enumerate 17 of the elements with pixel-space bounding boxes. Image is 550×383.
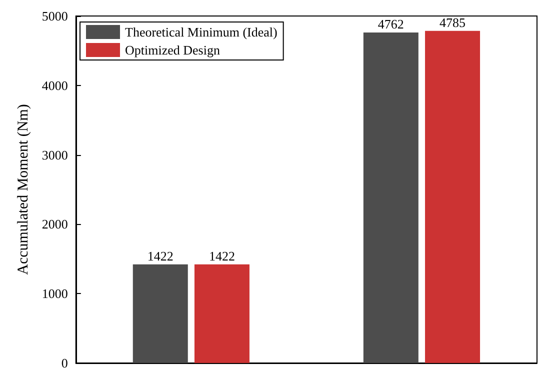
bar <box>132 264 188 363</box>
bar <box>194 264 250 363</box>
data-label: 1422 <box>208 248 235 264</box>
y-axis-title: Accumulated Moment (Nm) <box>16 104 32 275</box>
bar <box>363 32 418 363</box>
y-tick-label: 4000 <box>42 78 68 93</box>
y-tick-label: 0 <box>61 356 68 370</box>
bar <box>425 30 480 363</box>
data-label: 1422 <box>147 248 174 264</box>
legend-label: Optimized Design <box>125 42 220 58</box>
data-label: 4762 <box>378 16 404 32</box>
y-tick-label: 1000 <box>42 286 68 302</box>
y-tick-label: 5000 <box>42 8 68 24</box>
y-tick-label: 3000 <box>42 147 68 162</box>
data-label: 4785 <box>440 14 466 30</box>
legend-label: Theoretical Minimum (Ideal) <box>125 24 278 40</box>
y-tick-label: 2000 <box>42 216 68 232</box>
